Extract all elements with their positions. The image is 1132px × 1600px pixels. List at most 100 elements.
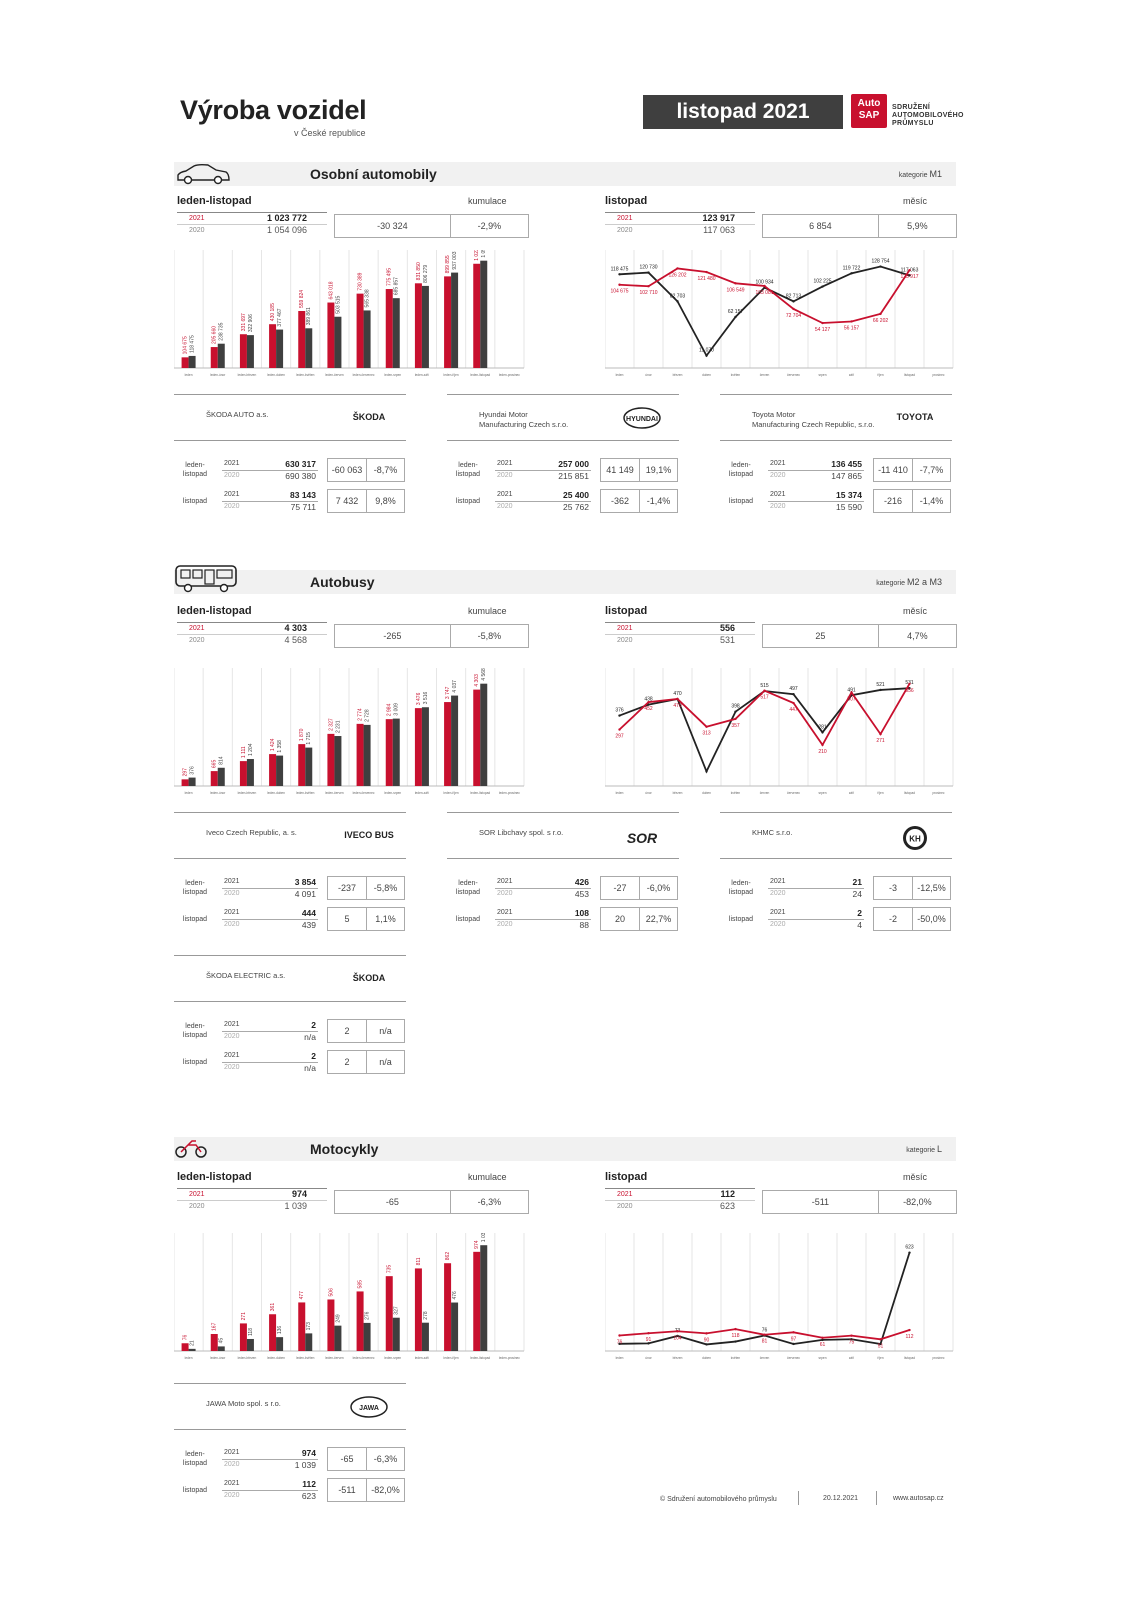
motorcycle-icon: [175, 1140, 207, 1158]
data-label: 106 549: [726, 287, 744, 293]
divider: [605, 224, 755, 225]
data-label: 559 824: [299, 290, 305, 308]
moto-month-panel: listopad měsíc 2021 112 2020 623 -511 -82,0%: [605, 1171, 957, 1219]
year-2020: 2020: [189, 637, 205, 644]
x-tick-label: prosinec: [932, 1356, 944, 1360]
point-2021-říjen: [879, 312, 882, 316]
data-label: 565 338: [365, 289, 371, 307]
x-tick-label: leden-září: [415, 1356, 429, 1360]
data-label: 91: [646, 1337, 652, 1343]
difference-absolute: -60 063: [328, 459, 367, 481]
data-label: 775 495: [387, 268, 393, 286]
bar-2021-leden-září: [414, 708, 422, 786]
divider: [720, 440, 952, 441]
data-label: 126 202: [668, 272, 686, 278]
year-2021: 2021: [497, 878, 513, 885]
point-2021-leden: [618, 728, 621, 731]
x-tick-label: leden-červenec: [353, 1356, 375, 1360]
year-2021: 2021: [770, 878, 786, 885]
section-title-moto: Motocykly: [310, 1141, 379, 1157]
org-line2: AUTOMOBILOVÉHO: [892, 112, 964, 119]
data-label: 276: [365, 1311, 371, 1320]
x-tick-label: leden-květen: [296, 1356, 314, 1360]
footer-copyright: © Sdružení automobilového průmyslu: [660, 1496, 777, 1503]
panel-subtitle: měsíc: [903, 1172, 928, 1182]
data-label: 3 747: [445, 686, 451, 699]
x-tick-label: květen: [731, 373, 741, 377]
x-tick-label: leden-srpen: [384, 791, 401, 795]
point-2020-říjen: [879, 265, 882, 268]
point-2020-červenec: [792, 1342, 795, 1346]
data-label: 1 054 096: [481, 250, 487, 258]
value-2021: 257 000: [558, 459, 589, 469]
x-tick-label: červenec: [787, 1356, 800, 1360]
year-2021: 2021: [189, 1191, 205, 1198]
divider: [720, 812, 952, 813]
year-2020: 2020: [224, 890, 240, 897]
category-value: M2 a M3: [906, 577, 942, 587]
year-2020: 2020: [497, 890, 513, 897]
point-2021-leden: [618, 283, 621, 286]
manufacturer-row: leden-listopad 2021 974 2020 1 039 -65 -6,3%: [174, 1447, 406, 1473]
bar-2020-leden-březen: [246, 759, 254, 786]
point-2020-listopad: [908, 1251, 911, 1254]
year-2021: 2021: [617, 625, 633, 632]
data-label: 4 568: [481, 668, 487, 681]
difference-absolute: -265: [335, 625, 451, 647]
data-label: 377 467: [277, 308, 283, 326]
year-2020: 2020: [617, 1203, 633, 1210]
difference-box: 2 n/a: [327, 1019, 405, 1043]
bar-2020-leden-květen: [305, 1333, 313, 1351]
value-2020: 4: [857, 920, 862, 930]
x-tick-label: srpen: [819, 373, 827, 377]
data-label: 515: [760, 683, 769, 689]
manufacturer-name: ŠKODA ELECTRIC a.s.: [206, 971, 346, 981]
panel-title: listopad: [605, 195, 648, 207]
bar-2021-leden-březen: [239, 761, 247, 786]
logo-line2: SAP: [858, 110, 880, 121]
bar-2021-leden-říjen: [444, 702, 452, 786]
row-label-line2: listopad: [182, 1460, 208, 1467]
x-tick-label: listopad: [904, 791, 915, 795]
divider: [720, 394, 952, 395]
year-2021: 2021: [770, 460, 786, 467]
row-label: listopad: [182, 1059, 208, 1066]
point-2020-květen: [734, 315, 737, 319]
x-tick-label: leden-duben: [267, 1356, 285, 1360]
difference-percent: 1,1%: [375, 914, 396, 924]
manufacturer-logo-text: TOYOTA: [896, 412, 934, 422]
manufacturer-logo-text: JAWA: [359, 1405, 379, 1412]
manufacturer-block: ŠKODA ELECTRIC a.s. ŠKODA leden-listopad 20…: [174, 955, 406, 1077]
difference-percent: -5,8%: [373, 883, 398, 893]
point-2020-srpen: [821, 731, 824, 734]
year-2020: 2020: [224, 921, 240, 928]
difference-percent: 4,7%: [907, 631, 928, 641]
point-2021-květen: [734, 717, 737, 721]
row-label: leden-listopad: [726, 879, 756, 897]
data-label: 814: [219, 756, 225, 765]
x-tick-label: srpen: [819, 791, 827, 795]
section-title-buses: Autobusy: [310, 574, 375, 590]
difference-absolute: -65: [328, 1448, 367, 1470]
data-label: 104 675: [610, 289, 628, 295]
bar-2021-leden-duben: [269, 324, 277, 368]
x-tick-label: leden-září: [415, 373, 429, 377]
x-tick-label: leden-červenec: [353, 373, 375, 377]
manufacturer-logo-text: IVECO BUS: [344, 830, 394, 840]
divider: [174, 858, 406, 859]
manufacturer-row: listopad 2021 108 2020 88 20 22,7%: [447, 907, 679, 933]
footer-url[interactable]: www.autosap.cz: [893, 1495, 944, 1502]
data-label: 1 204: [248, 743, 254, 756]
difference-percent: -82,0%: [903, 1197, 932, 1207]
data-label: 281: [818, 724, 827, 730]
bar-2021-leden-květen: [298, 310, 306, 368]
difference-box: -3 -12,5%: [873, 876, 951, 900]
difference-percent: -6,3%: [477, 1197, 502, 1207]
manufacturer-block: JAWA Moto spol. s r.o. JAWA leden-listopad…: [174, 1383, 406, 1505]
manufacturer-row: listopad 2021 2 2020 n/a 2 n/a: [174, 1050, 406, 1076]
month-badge: listopad 2021: [643, 95, 843, 129]
panel-subtitle: kumulace: [468, 1172, 507, 1182]
point-2021-leden: [618, 1334, 621, 1337]
point-2021-březen: [676, 1330, 679, 1333]
data-label: 521: [876, 682, 885, 688]
